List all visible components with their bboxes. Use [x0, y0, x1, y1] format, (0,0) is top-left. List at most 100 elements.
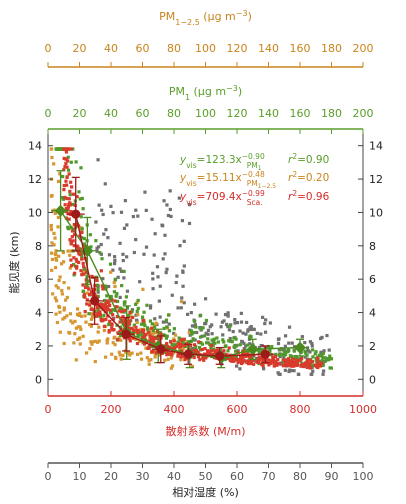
scatter-point — [96, 158, 100, 162]
scatter-point — [112, 255, 117, 259]
scatter-point — [305, 353, 309, 357]
scatter-point — [294, 358, 298, 362]
scatter-point — [211, 343, 215, 347]
scatter-point — [257, 350, 261, 355]
scatter-point — [104, 305, 108, 309]
scatter-point — [215, 336, 219, 340]
scatter-point — [67, 217, 71, 221]
scatter-point — [147, 358, 151, 363]
scatter-point — [168, 345, 172, 350]
scatter-point — [292, 349, 296, 353]
scatter-point — [271, 357, 276, 361]
scatter-point — [80, 227, 84, 231]
scatter-point — [53, 211, 57, 216]
scatter-point — [87, 287, 91, 291]
scatter-point — [97, 339, 101, 343]
scatter-point — [85, 291, 89, 295]
pm1-tick-label: 20 — [73, 107, 87, 120]
scatter-point — [98, 314, 102, 319]
scatter-point — [77, 260, 81, 265]
scatter-point — [89, 324, 93, 328]
scatter-point — [113, 284, 117, 289]
scatter-point — [89, 340, 93, 344]
scatter-point — [80, 251, 84, 255]
scatter-point — [107, 284, 111, 289]
scatter-point — [287, 362, 291, 366]
scatter-point — [125, 255, 129, 259]
scatter-point — [153, 353, 158, 357]
rh-tick-label: 90 — [325, 470, 339, 483]
scatter-point — [96, 308, 100, 312]
scatter-point — [181, 347, 185, 351]
scatter-point — [66, 155, 70, 159]
scatter-point — [212, 337, 216, 341]
scatter-point — [127, 321, 131, 326]
scatter-point — [109, 204, 113, 208]
scatter-point — [247, 355, 252, 359]
scatter-point — [303, 355, 307, 359]
scatter-point — [171, 364, 175, 368]
scatter-point — [206, 337, 210, 341]
scatter-point — [70, 229, 75, 233]
scatter-point — [64, 179, 68, 183]
sca-mean-marker — [90, 296, 100, 306]
scatter-point — [81, 207, 85, 211]
scatter-point — [221, 333, 225, 337]
sca-mean-marker — [215, 351, 225, 361]
scatter-point — [54, 258, 59, 262]
scatter-point — [73, 319, 77, 323]
scatter-point — [150, 326, 154, 330]
scatter-point — [99, 242, 103, 247]
scatter-point — [65, 196, 69, 201]
scatter-point — [247, 362, 251, 366]
scatter-point — [115, 292, 119, 296]
scatter-point — [124, 295, 128, 299]
scatter-point — [311, 369, 315, 373]
scatter-point — [175, 274, 179, 278]
scatter-point — [52, 162, 56, 166]
scatter-point — [51, 292, 55, 296]
scatter-point — [107, 322, 111, 327]
scatter-point — [163, 233, 167, 237]
scatter-point — [185, 312, 190, 316]
scatter-point — [96, 283, 100, 288]
scatter-point — [127, 337, 131, 341]
scatter-point — [204, 341, 209, 345]
scatter-point — [125, 289, 130, 293]
scatter-point — [134, 313, 138, 317]
scatter-point — [132, 328, 136, 333]
scatter-point — [86, 285, 90, 289]
scatter-point — [322, 349, 326, 353]
scatter-point — [321, 351, 325, 355]
scatter-point — [162, 199, 166, 203]
scatter-point — [241, 355, 246, 359]
scatter-point — [234, 337, 238, 341]
scatter-point — [284, 350, 288, 354]
scatter-point — [189, 343, 193, 348]
scatter-point — [65, 165, 69, 169]
scatter-point — [203, 347, 207, 351]
scatter-point — [244, 344, 248, 348]
scatter-point — [317, 353, 321, 357]
scatter-point — [172, 346, 176, 350]
scatter-point — [78, 197, 82, 201]
scatter-point — [58, 330, 62, 334]
scatter-point — [78, 250, 82, 254]
scatter-point — [300, 335, 304, 339]
scatter-point — [134, 325, 138, 329]
scatter-point — [151, 335, 155, 340]
scatter-point — [196, 355, 201, 359]
scatter-point — [151, 271, 155, 275]
scatter-point — [83, 285, 88, 289]
scatter-point — [78, 325, 82, 329]
scatter-point — [170, 353, 174, 357]
scatter-point — [144, 346, 148, 350]
scatter-point — [74, 358, 78, 362]
scatter-point — [206, 332, 210, 336]
rh-tick-label: 80 — [293, 470, 307, 483]
scatter-point — [310, 344, 314, 348]
scatter-point — [249, 327, 253, 332]
scatter-point — [221, 338, 225, 342]
scatter-point — [81, 283, 85, 287]
scatter-point — [115, 315, 119, 319]
